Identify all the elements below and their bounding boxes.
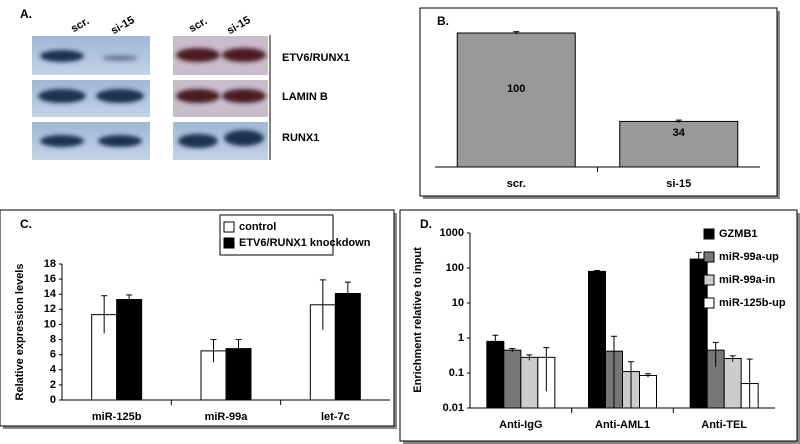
y-tick-label: 100: [446, 262, 464, 274]
y-tick-label: 0: [50, 394, 56, 406]
x-tick-label: Anti-AML1: [595, 419, 650, 431]
x-tick-label: miR-99a: [205, 411, 249, 423]
x-tick-label: Anti-IgG: [499, 419, 542, 431]
bar: [116, 299, 143, 401]
bar: [520, 356, 539, 409]
y-tick-label: 2: [50, 379, 56, 391]
panel-label: B.: [437, 14, 449, 28]
x-tick-label: scr.: [507, 178, 526, 190]
row-label: ETV6/RUNX1: [282, 52, 350, 64]
panel-label: C.: [20, 217, 32, 231]
legend-label: miR-125b-up: [719, 297, 786, 309]
lane-label: scr.: [187, 15, 209, 35]
bar: [503, 349, 522, 409]
legend-label: ETV6/RUNX1 knockdown: [239, 237, 371, 249]
y-tick-label: 0.01: [443, 402, 464, 414]
data-label: 100: [507, 83, 525, 95]
x-tick-label: let-7c: [321, 411, 350, 423]
legend-label: miR-99a-in: [719, 274, 776, 286]
bar: [723, 357, 742, 409]
row-label: LAMIN B: [282, 91, 328, 103]
legend-label: control: [239, 221, 276, 233]
legend-box: [219, 214, 334, 256]
legend-swatch: [223, 237, 235, 249]
legend-label: miR-99a-up: [719, 251, 779, 263]
y-tick-label: 12: [44, 303, 56, 315]
y-tick-label: 16: [44, 273, 56, 285]
y-tick-label: 1: [458, 332, 464, 344]
blot-images: [32, 35, 271, 160]
y-tick-label: 18: [44, 258, 56, 270]
y-tick-label: 10: [44, 318, 56, 330]
y-tick-label: 6: [50, 349, 56, 361]
legend-swatch: [223, 221, 235, 233]
y-tick-label: 0.1: [449, 367, 464, 379]
bar: [639, 374, 657, 409]
data-label: 34: [673, 127, 686, 139]
legend-swatch: [703, 297, 715, 309]
lane-label: si-15: [225, 14, 253, 37]
y-axis-label: Relative expression levels: [14, 264, 26, 401]
y-tick-label: 4: [50, 364, 57, 376]
x-tick-label: si-15: [666, 178, 691, 190]
legend-swatch: [703, 274, 715, 286]
y-tick-label: 10: [452, 297, 464, 309]
y-tick-label: 14: [44, 288, 57, 300]
y-axis-label: Enrichment relative to input: [412, 247, 424, 393]
legend-label: GZMB1: [719, 228, 758, 240]
bar: [619, 120, 739, 168]
lane-label: scr.: [69, 15, 91, 35]
lane-label: si-15: [109, 14, 137, 37]
bar: [456, 32, 576, 168]
row-label: RUNX1: [282, 132, 319, 144]
legend-swatch: [703, 228, 715, 240]
panel-label: D.: [420, 217, 432, 231]
y-tick-label: 1000: [440, 227, 464, 239]
bar: [588, 270, 606, 409]
panel-label: A.: [20, 7, 32, 21]
legend-swatch: [703, 251, 715, 263]
y-tick-label: 8: [50, 333, 56, 345]
x-tick-label: miR-125b: [92, 411, 142, 423]
x-tick-label: Anti-TEL: [701, 419, 747, 431]
bar: [334, 292, 361, 401]
